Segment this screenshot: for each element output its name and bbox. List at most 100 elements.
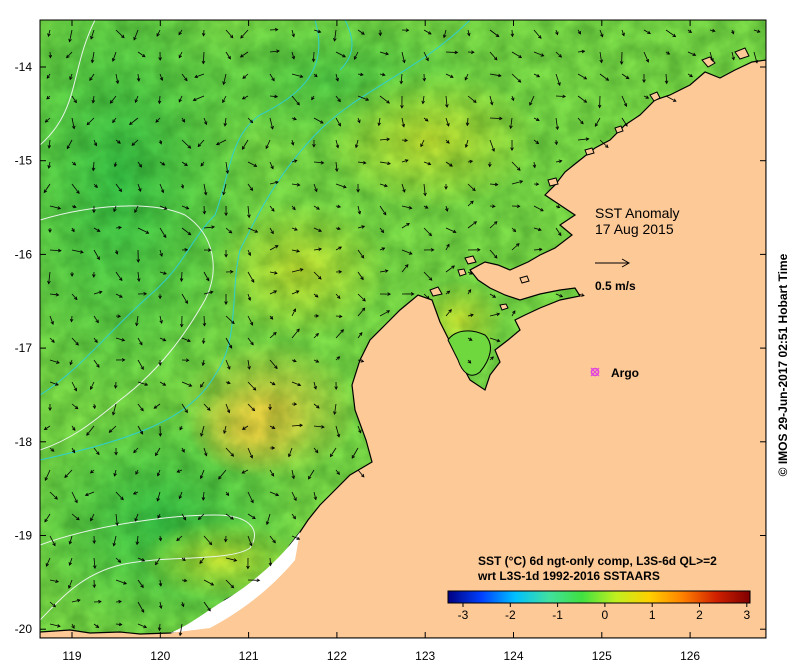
current-arrow — [137, 623, 148, 629]
current-arrow — [157, 623, 162, 632]
current-arrow — [335, 293, 341, 300]
current-arrow — [134, 95, 139, 103]
current-arrow — [178, 623, 183, 637]
current-arrow — [269, 245, 279, 251]
current-arrow — [378, 29, 383, 37]
current-arrow — [113, 205, 117, 213]
current-arrow — [354, 139, 359, 149]
current-arrow — [511, 73, 522, 83]
current-arrow — [247, 249, 251, 257]
current-arrow — [423, 293, 430, 300]
current-arrow — [643, 95, 650, 99]
current-arrow — [90, 381, 95, 390]
current-arrow — [665, 29, 677, 38]
current-arrow — [313, 425, 325, 429]
current-arrow — [288, 447, 293, 458]
current-arrow — [379, 269, 389, 273]
current-arrow — [84, 491, 95, 497]
current-arrow — [202, 205, 207, 215]
current-arrow — [291, 29, 295, 38]
current-arrow — [313, 117, 324, 124]
current-arrow — [113, 161, 118, 168]
current-arrow — [92, 557, 97, 570]
current-arrow — [357, 425, 362, 434]
current-arrow — [313, 29, 322, 34]
current-arrow — [68, 557, 73, 566]
current-arrow — [599, 139, 609, 148]
current-arrow — [269, 27, 279, 32]
colorbar-tick-label: -1 — [552, 608, 563, 622]
current-arrow — [71, 598, 81, 603]
current-arrow — [247, 447, 253, 459]
current-arrow — [269, 94, 279, 99]
current-arrow — [71, 293, 78, 301]
plot-frame — [39, 19, 767, 639]
current-arrow — [709, 51, 714, 62]
current-arrow — [158, 425, 163, 437]
current-arrow — [135, 315, 139, 327]
current-arrow — [269, 331, 277, 339]
current-arrow — [533, 205, 544, 212]
current-arrow — [134, 513, 139, 522]
current-arrow — [181, 161, 188, 166]
current-arrow — [181, 557, 186, 562]
current-arrow — [269, 205, 275, 212]
current-arrow — [401, 183, 406, 193]
current-arrow — [577, 73, 588, 80]
current-arrow — [225, 380, 231, 385]
current-arrow — [93, 139, 98, 147]
current-arrow — [555, 159, 563, 164]
current-arrow — [357, 205, 362, 215]
current-arrow — [46, 73, 51, 79]
current-arrow — [597, 95, 602, 109]
current-arrow — [401, 159, 409, 163]
current-arrow — [291, 117, 297, 121]
current-arrow — [554, 139, 559, 146]
current-arrow — [159, 249, 163, 257]
current-arrow — [202, 315, 207, 327]
current-arrow — [132, 491, 139, 495]
current-arrow — [445, 117, 450, 127]
current-arrow — [467, 221, 478, 229]
current-arrow — [134, 205, 139, 214]
current-arrow — [357, 160, 367, 165]
current-arrow — [291, 423, 304, 428]
current-arrow — [313, 205, 320, 210]
vector-scale-arrow — [595, 258, 631, 268]
current-arrow — [136, 271, 141, 283]
current-arrow — [225, 403, 231, 414]
current-arrow — [511, 227, 517, 233]
current-arrow — [240, 29, 249, 39]
current-arrow — [201, 359, 206, 367]
current-arrow — [422, 73, 427, 82]
current-arrow — [155, 117, 161, 123]
current-arrow — [242, 73, 249, 79]
current-arrow — [93, 599, 102, 604]
current-arrow — [181, 578, 188, 583]
current-arrow — [599, 29, 604, 38]
current-arrow — [291, 249, 301, 253]
current-arrow — [533, 247, 543, 252]
current-arrow — [108, 425, 117, 433]
current-arrow — [489, 293, 497, 298]
current-arrow — [158, 139, 163, 145]
current-arrow — [489, 29, 500, 38]
current-arrow — [269, 315, 274, 320]
colorbar-ticks: -3 -2 -1 0 1 2 3 — [458, 603, 750, 622]
current-arrow — [224, 535, 228, 543]
current-arrow — [181, 337, 191, 342]
current-arrow — [313, 227, 322, 232]
current-arrow — [510, 139, 514, 152]
current-arrow — [179, 315, 184, 328]
current-arrow — [241, 469, 249, 474]
current-arrow — [137, 557, 146, 562]
current-arrow — [445, 139, 450, 144]
current-arrow — [247, 359, 251, 370]
current-arrow — [69, 73, 73, 81]
current-arrow — [155, 557, 161, 566]
current-arrow — [115, 293, 123, 298]
current-arrow — [246, 557, 250, 570]
current-arrow — [92, 205, 96, 214]
lat-tick-label: -14 — [15, 60, 33, 74]
current-arrow — [466, 29, 471, 37]
